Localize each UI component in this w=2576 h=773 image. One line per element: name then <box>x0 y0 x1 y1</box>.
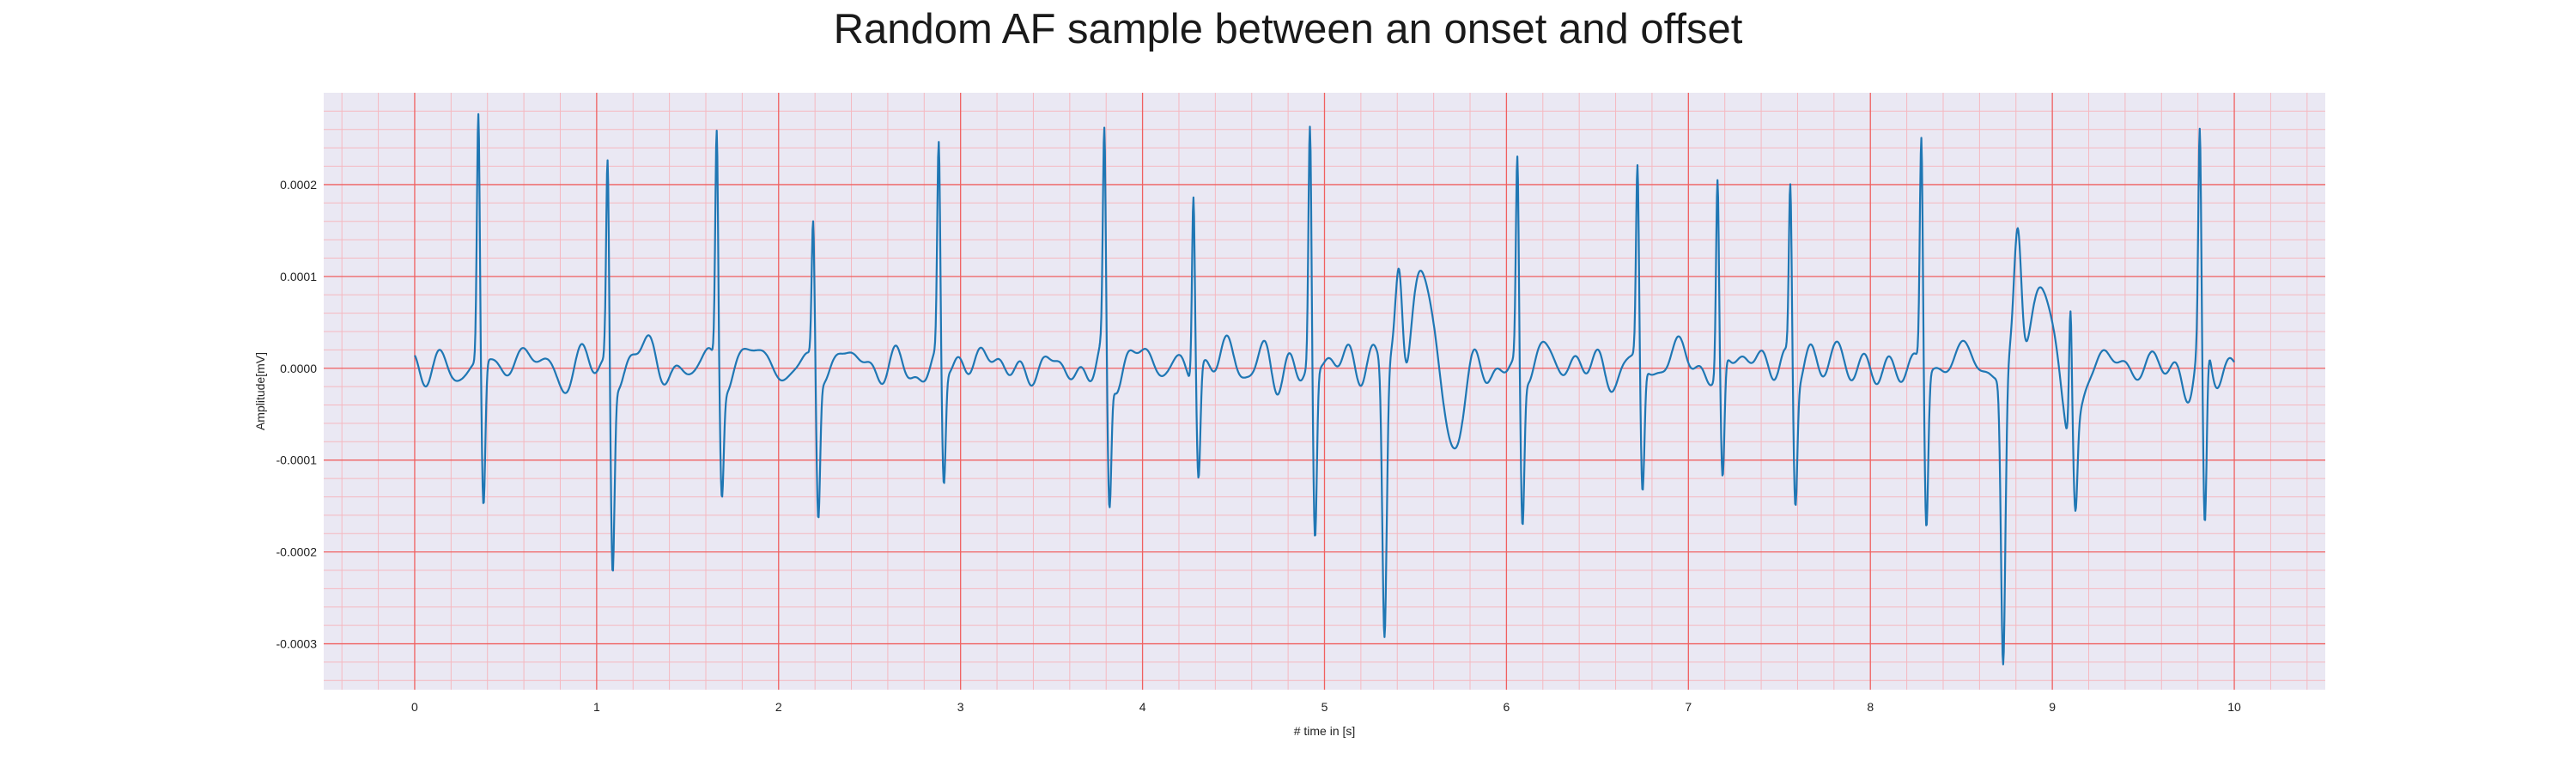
x-tick-label: 6 <box>1504 700 1510 714</box>
y-tick-labels: -0.0003 -0.0002 -0.0001 0.0000 0.0001 0.0002 <box>276 178 318 651</box>
y-axis-label: Amplitude[mV] <box>253 352 267 430</box>
x-tick-label: 2 <box>775 700 782 714</box>
x-tick-label: 7 <box>1685 700 1692 714</box>
major-grid <box>324 93 2325 690</box>
x-tick-label: 1 <box>593 700 600 714</box>
x-tick-label: 8 <box>1867 700 1874 714</box>
y-tick-label: 0.0001 <box>280 270 317 283</box>
x-tick-label: 4 <box>1139 700 1146 714</box>
y-tick-label: 0.0002 <box>280 178 317 192</box>
chart-title: Random AF sample between an onset and of… <box>833 6 1743 52</box>
series-line <box>414 113 2235 666</box>
x-tick-label: 9 <box>2049 700 2056 714</box>
x-tick-label: 0 <box>411 700 418 714</box>
x-tick-labels: 0 1 2 3 4 5 6 7 8 9 10 <box>411 700 2241 714</box>
y-tick-label: 0.0000 <box>280 362 317 375</box>
x-axis-label: # time in [s] <box>1294 724 1356 738</box>
x-tick-label: 10 <box>2227 700 2241 714</box>
x-tick-label: 3 <box>957 700 964 714</box>
y-tick-label: -0.0002 <box>276 545 318 559</box>
y-tick-label: -0.0003 <box>276 637 318 651</box>
y-tick-label: -0.0001 <box>276 453 318 467</box>
x-tick-label: 5 <box>1321 700 1328 714</box>
